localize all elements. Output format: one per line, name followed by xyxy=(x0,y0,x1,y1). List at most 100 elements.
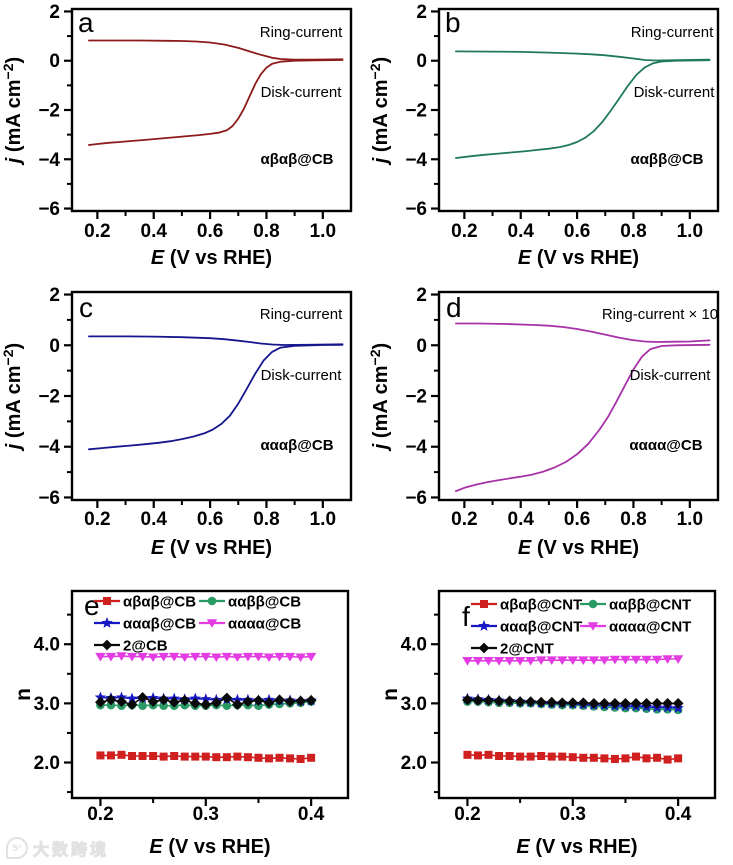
svg-text:E (V vs RHE): E (V vs RHE) xyxy=(516,836,637,858)
svg-text:E (V vs RHE): E (V vs RHE) xyxy=(149,836,270,858)
svg-text:Disk-current: Disk-current xyxy=(261,367,343,384)
svg-text:0.2: 0.2 xyxy=(84,221,110,242)
svg-text:0.4: 0.4 xyxy=(508,221,535,242)
svg-text:E (V vs RHE): E (V vs RHE) xyxy=(151,247,272,269)
svg-text:0.6: 0.6 xyxy=(197,509,223,530)
svg-text:αβαβ@CB: αβαβ@CB xyxy=(260,151,333,168)
svg-text:ααββ@CB: ααββ@CB xyxy=(630,151,703,168)
svg-text:−6: −6 xyxy=(38,199,60,220)
svg-text:f: f xyxy=(462,601,470,632)
svg-text:0: 0 xyxy=(416,51,427,72)
svg-text:d: d xyxy=(446,292,462,323)
legend-label: ααββ@CB xyxy=(228,594,301,611)
svg-text:j (mA cm−2): j (mA cm−2) xyxy=(0,343,25,452)
legend-label: αααβ@CB xyxy=(123,616,196,633)
svg-text:−4: −4 xyxy=(405,437,427,458)
svg-text:1.0: 1.0 xyxy=(310,221,336,242)
svg-text:4.0: 4.0 xyxy=(401,635,427,656)
svg-text:0.6: 0.6 xyxy=(197,221,223,242)
svg-text:2: 2 xyxy=(416,2,427,23)
svg-text:1.0: 1.0 xyxy=(310,509,336,530)
svg-text:2.0: 2.0 xyxy=(401,753,427,774)
svg-text:j (mA cm−2): j (mA cm−2) xyxy=(367,57,392,166)
legend-label: ααββ@CNT xyxy=(609,597,691,614)
svg-text:0.2: 0.2 xyxy=(87,804,113,825)
svg-text:2: 2 xyxy=(49,285,60,306)
svg-text:j (mA cm−2): j (mA cm−2) xyxy=(0,57,25,166)
svg-text:j (mA cm−2): j (mA cm−2) xyxy=(367,343,392,452)
panel-b-chart: 0.2 0.4 0.6 0.8 1.0 2 0 −2 −4 −6 Ring-current Disk-… xyxy=(367,2,720,269)
watermark-text: 大数跨境 xyxy=(32,842,110,860)
panel-d-chart: 0.2 0.4 0.6 0.8 1.0 2 0 −2 −4 −6 Ring-current × 10… xyxy=(367,285,720,559)
svg-text:3.0: 3.0 xyxy=(34,694,60,715)
svg-text:0.3: 0.3 xyxy=(193,804,219,825)
svg-text:a: a xyxy=(78,7,94,38)
svg-text:E (V vs RHE): E (V vs RHE) xyxy=(518,537,639,559)
svg-text:−2: −2 xyxy=(38,387,60,408)
svg-text:−2: −2 xyxy=(405,101,427,122)
svg-text:2: 2 xyxy=(49,2,60,23)
svg-text:0.4: 0.4 xyxy=(141,221,168,242)
legend-label: αααα@CNT xyxy=(609,619,691,636)
svg-text:0.2: 0.2 xyxy=(84,509,110,530)
svg-text:0.8: 0.8 xyxy=(253,221,279,242)
svg-text:−4: −4 xyxy=(38,437,60,458)
svg-text:−6: −6 xyxy=(38,488,60,509)
svg-text:Disk-current: Disk-current xyxy=(634,84,716,101)
legend-label: αααα@CB xyxy=(228,616,301,633)
svg-text:0.6: 0.6 xyxy=(564,221,590,242)
svg-text:0: 0 xyxy=(49,51,60,72)
panel-a-chart: 0.2 0.4 0.6 0.8 1.0 2 0 −2 −4 −6 Ring-current Disk-… xyxy=(0,2,353,269)
svg-text:E (V vs RHE): E (V vs RHE) xyxy=(151,537,272,559)
svg-text:0.3: 0.3 xyxy=(560,804,586,825)
svg-text:0.6: 0.6 xyxy=(564,509,590,530)
svg-text:αααβ@CB: αααβ@CB xyxy=(260,437,333,454)
svg-text:0.2: 0.2 xyxy=(454,804,480,825)
svg-text:Disk-current: Disk-current xyxy=(261,84,343,101)
legend-label: 2@CB xyxy=(123,638,168,655)
panel-e-chart: 0.2 0.3 0.4 2.0 3.0 4.0 e E (V vs RHE) n αβαβ@CB α… xyxy=(12,589,350,858)
svg-text:3.0: 3.0 xyxy=(401,694,427,715)
panel-c-chart: 0.2 0.4 0.6 0.8 1.0 2 0 −2 −4 −6 Ring-current Disk-… xyxy=(0,285,353,559)
watermark-logo-icon: 5° xyxy=(6,837,28,859)
svg-text:0: 0 xyxy=(416,336,427,357)
svg-text:0.4: 0.4 xyxy=(665,804,692,825)
svg-text:Ring-current × 10: Ring-current × 10 xyxy=(602,306,718,323)
svg-text:b: b xyxy=(445,7,461,38)
svg-text:1.0: 1.0 xyxy=(677,221,703,242)
legend-label: αααβ@CNT xyxy=(500,619,582,636)
svg-text:0.2: 0.2 xyxy=(451,221,477,242)
svg-text:0.8: 0.8 xyxy=(620,509,646,530)
watermark: 5° 大数跨境 xyxy=(6,836,109,860)
panel-f-chart: 0.2 0.3 0.4 2.0 3.0 4.0 f E (V vs RHE) n αβαβ@CNT… xyxy=(379,589,717,858)
svg-text:−6: −6 xyxy=(405,488,427,509)
svg-text:−2: −2 xyxy=(405,387,427,408)
svg-text:0.8: 0.8 xyxy=(620,221,646,242)
svg-text:−6: −6 xyxy=(405,199,427,220)
svg-text:1.0: 1.0 xyxy=(677,509,703,530)
svg-text:−2: −2 xyxy=(38,101,60,122)
svg-text:0.4: 0.4 xyxy=(508,509,535,530)
svg-text:Disk-current: Disk-current xyxy=(630,367,712,384)
svg-text:0.4: 0.4 xyxy=(141,509,168,530)
svg-text:−4: −4 xyxy=(405,150,427,171)
svg-text:Ring-current: Ring-current xyxy=(260,24,343,41)
svg-text:n: n xyxy=(379,688,402,701)
svg-text:n: n xyxy=(12,688,35,701)
svg-text:c: c xyxy=(79,292,93,323)
svg-text:Ring-current: Ring-current xyxy=(260,306,343,323)
svg-text:0.2: 0.2 xyxy=(451,509,477,530)
svg-text:αααα@CB: αααα@CB xyxy=(629,437,702,454)
svg-text:Ring-current: Ring-current xyxy=(631,24,714,41)
svg-text:4.0: 4.0 xyxy=(34,635,60,656)
svg-text:0: 0 xyxy=(49,336,60,357)
svg-text:0.4: 0.4 xyxy=(298,804,325,825)
legend-label: αβαβ@CNT xyxy=(500,597,582,614)
svg-text:e: e xyxy=(84,590,100,621)
svg-text:2: 2 xyxy=(416,285,427,306)
legend-label: 2@CNT xyxy=(500,641,554,658)
svg-text:−4: −4 xyxy=(38,150,60,171)
legend-label: αβαβ@CB xyxy=(123,594,196,611)
svg-text:2.0: 2.0 xyxy=(34,753,60,774)
